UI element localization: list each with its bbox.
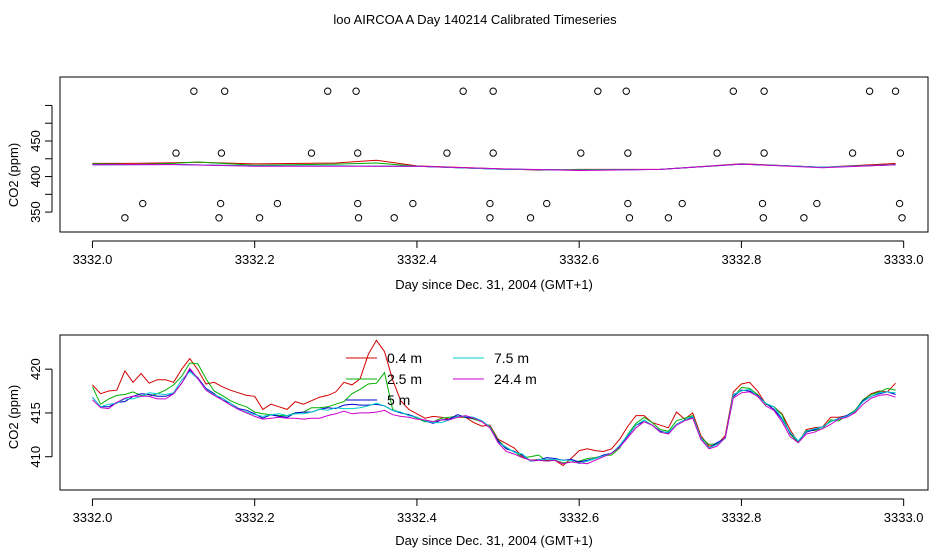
top-marker-row_d [486,214,494,222]
top-marker-row_a [489,87,497,95]
top-marker-row_d [121,214,129,222]
top-marker-row_c [895,199,904,208]
legend-label-0: 0.4 m [387,350,422,366]
top-marker-row_b [896,149,905,157]
top-marker-row_d [664,214,673,222]
top-y-tick-label: 450 [28,130,43,152]
top-x-tick-label: 3332.8 [722,252,762,267]
bottom-x-tick-label: 3332.4 [397,510,437,525]
top-marker-row_d [625,214,634,222]
top-marker-row_d [215,214,223,222]
top-x-tick-label: 3332.4 [397,252,437,267]
bottom-y-axis-label: CO2 (ppm) [6,385,21,449]
top-panel: Day since Dec. 31, 2004 (GMT+1) CO2 (ppm… [6,76,929,292]
top-x-tick-label: 3332.2 [235,252,275,267]
top-marker-row_c [678,199,686,208]
top-marker-row_b [489,149,497,157]
top-y-ticks: 350 400 450 [28,104,53,223]
top-marker-row_c [624,199,632,208]
top-marker-row_d [800,214,808,222]
bottom-plot-frame [59,334,929,491]
bottom-legend: 0.4 m 2.5 m 5 m 7.5 m 24.4 m [346,350,537,408]
top-marker-row_b [443,149,451,157]
top-x-tick-label: 3332.6 [559,252,599,267]
bottom-y-ticks: 410 415 420 [28,358,53,468]
bottom-y-tick-label: 420 [28,358,43,380]
bottom-x-tick-label: 3332.0 [73,510,113,525]
top-marker-row_c [813,199,821,208]
top-marker-row_c [354,199,362,208]
top-marker-row_a [352,87,360,95]
bottom-y-tick-label: 410 [28,446,43,468]
top-marker-row_b [577,149,585,157]
top-y-axis-label: CO2 (ppm) [6,143,21,207]
top-x-tick-label: 3332.0 [73,252,113,267]
top-marker-row_c [543,199,551,208]
bottom-x-tick-label: 3332.8 [722,510,762,525]
top-marker-row_d [354,214,363,222]
top-marker-row_a [220,87,229,95]
bottom-panel: Day since Dec. 31, 2004 (GMT+1) CO2 (ppm… [6,334,929,548]
top-marker-row_b [307,149,316,157]
top-plot-frame [59,76,929,233]
top-marker-row_d [759,214,768,222]
bottom-x-tick-label: 3333.0 [884,510,924,525]
bottom-x-axis-label: Day since Dec. 31, 2004 (GMT+1) [395,533,593,548]
top-marker-row_a [594,87,602,95]
top-marker-row_a [891,87,900,95]
top-series-line-4 [92,163,896,172]
top-y-tick-label: 350 [28,201,43,223]
bottom-x-tick-label: 3332.6 [559,510,599,525]
top-marker-row_a [324,87,332,95]
top-marker-row_a [190,87,198,95]
bottom-series-line-4 [92,367,896,465]
top-marker-row_d [390,214,398,222]
top-marker-row_b [172,149,180,157]
top-marker-row_b [624,149,632,157]
figure-title: loo AIRCOA A Day 140214 Calibrated Times… [333,12,617,27]
bottom-series-lines [91,339,896,467]
top-marker-row_c [216,199,225,208]
top-marker-row_c [273,199,282,208]
legend-label-2: 5 m [387,392,410,408]
top-marker-row_c [139,199,147,208]
top-marker-row_a [459,87,467,95]
top-series-lines [92,159,896,172]
top-y-tick-label: 400 [28,166,43,188]
top-marker-row_a [760,87,768,95]
top-marker-row_a [729,87,738,95]
top-x-tick-label: 3333.0 [884,252,924,267]
top-marker-row_d [255,214,264,222]
top-marker-row_b [760,149,768,157]
top-marker-row_d [898,214,906,222]
top-x-axis-label: Day since Dec. 31, 2004 (GMT+1) [395,277,593,292]
top-marker-row_b [713,149,721,157]
bottom-y-tick-label: 415 [28,402,43,424]
top-markers [121,87,906,222]
top-marker-row_b [354,149,362,157]
top-marker-row_b [217,149,226,157]
legend-label-4: 24.4 m [494,371,537,387]
top-marker-row_a [865,87,874,95]
bottom-x-tick-label: 3332.2 [235,510,275,525]
bottom-x-ticks: 3332.0 3332.2 3332.4 3332.6 3332.8 3333.0 [73,498,924,525]
top-marker-row_a [622,87,630,95]
top-marker-row_c [758,199,767,208]
top-marker-row_b [848,149,857,157]
top-marker-row_c [409,199,417,208]
legend-label-3: 7.5 m [494,350,529,366]
top-marker-row_c [486,199,494,208]
legend-label-1: 2.5 m [387,371,422,387]
top-x-ticks: 3332.0 3332.2 3332.4 3332.6 3332.8 3333.0 [73,240,924,267]
top-marker-row_d [526,214,535,222]
